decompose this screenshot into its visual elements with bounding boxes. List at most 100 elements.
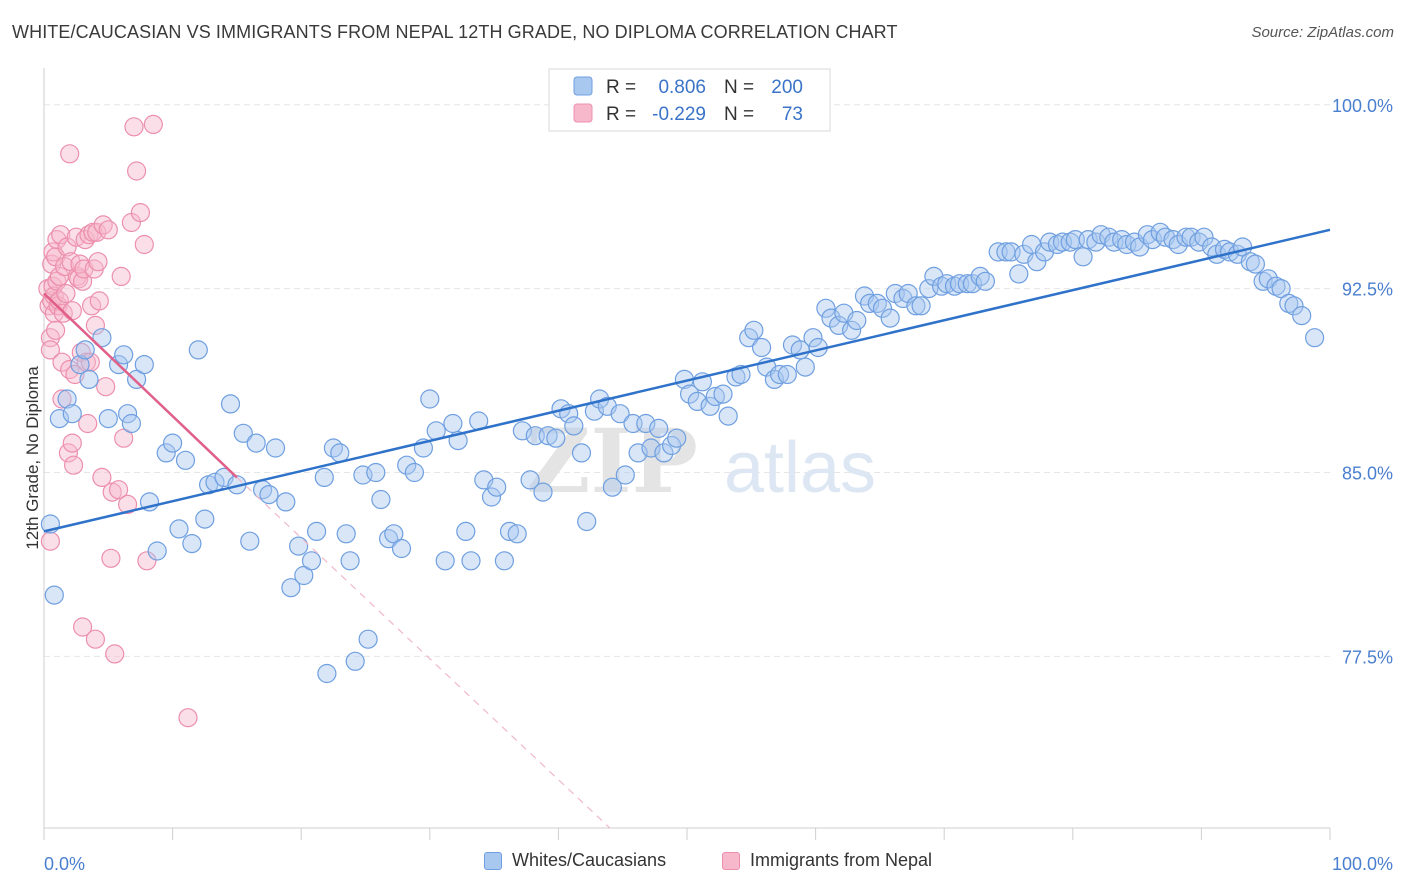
- white-point-135: [911, 296, 931, 316]
- nepal-point-55: [101, 548, 121, 568]
- nepal-point-71: [105, 644, 125, 664]
- white-point-149: [1009, 264, 1029, 284]
- white-point-22: [182, 533, 202, 554]
- y-axis-label: 12th Grade, No Diploma: [23, 366, 42, 550]
- white-point-5: [70, 355, 90, 375]
- white-point-20: [169, 519, 189, 539]
- white-point-78: [546, 428, 566, 448]
- white-point-6: [75, 340, 95, 360]
- white-point-32: [246, 433, 266, 453]
- white-point-19: [163, 433, 183, 453]
- white-point-8: [92, 328, 112, 348]
- white-point-72: [507, 524, 527, 544]
- white-point-11: [114, 345, 134, 365]
- white-point-28: [220, 394, 241, 414]
- nepal-point-48: [88, 252, 108, 272]
- white-point-46: [336, 524, 356, 544]
- white-point-88: [610, 404, 630, 424]
- white-point-4: [62, 404, 82, 424]
- trend-lines: [43, 228, 1331, 829]
- nepal-point-64: [130, 203, 150, 223]
- white-point-83: [577, 511, 597, 532]
- nepal-point-22: [56, 283, 76, 304]
- white-point-105: [718, 406, 738, 426]
- white-point-104: [713, 384, 733, 404]
- nepal-point-30: [65, 364, 85, 385]
- legend-top-swatch-pink: [573, 103, 593, 123]
- white-point-41: [307, 521, 327, 542]
- nepal-point-72: [178, 708, 198, 728]
- white-point-193: [1292, 306, 1312, 326]
- white-point-24: [195, 509, 215, 529]
- nepal-point-3: [40, 340, 61, 360]
- nepal-point-69: [72, 617, 93, 637]
- legend-bottom: Whites/Caucasians Immigrants from Nepal: [0, 850, 1406, 878]
- nepal-point-54: [98, 220, 118, 240]
- white-point-178: [1194, 227, 1214, 247]
- nepal-trend-line: [43, 292, 238, 479]
- legend-n-label-1: N =: [724, 77, 754, 98]
- nepal-point-27: [62, 301, 82, 321]
- legend-n-value-1: 200: [771, 77, 803, 98]
- white-trend-line: [43, 228, 1331, 533]
- white-point-70: [494, 551, 514, 571]
- white-point-23: [188, 340, 208, 360]
- white-point-94: [649, 418, 669, 438]
- legend-n-value-2: 73: [782, 104, 803, 125]
- nepal-point-17: [51, 225, 71, 245]
- white-point-36: [276, 492, 296, 512]
- chart-title: WHITE/CAUCASIAN VS IMMIGRANTS FROM NEPAL…: [12, 22, 898, 42]
- white-point-48: [345, 651, 365, 671]
- white-point-61: [435, 551, 455, 571]
- white-point-113: [769, 364, 790, 385]
- legend-r-label-1: R =: [606, 77, 636, 98]
- legend-r-value-1: 0.806: [658, 77, 706, 98]
- white-point-35: [265, 438, 286, 458]
- nepal-point-70: [85, 629, 106, 649]
- white-point-109: [744, 320, 764, 340]
- white-point-30: [233, 423, 253, 443]
- white-point-74: [520, 470, 540, 490]
- white-point-1: [44, 585, 64, 605]
- x-tick-label-right: 100.0%: [1332, 854, 1393, 874]
- legend-label-whites: Whites/Caucasians: [512, 850, 667, 870]
- legend-swatch-whites: [484, 851, 502, 870]
- white-point-38: [289, 536, 309, 556]
- white-point-192: [1284, 296, 1304, 316]
- white-point-12: [117, 404, 138, 424]
- white-points: [40, 222, 1325, 684]
- white-point-129: [872, 298, 893, 318]
- white-point-186: [1245, 254, 1266, 274]
- white-point-21: [175, 450, 196, 470]
- white-point-9: [98, 409, 118, 429]
- white-point-57: [404, 462, 424, 483]
- legend-top-swatch-blue: [573, 76, 593, 96]
- white-point-145: [975, 271, 996, 291]
- legend-top-box: [548, 68, 831, 132]
- watermark-atlas: atlas: [724, 428, 876, 508]
- white-point-185: [1240, 252, 1260, 272]
- white-point-59: [420, 389, 440, 409]
- nepal-trend-extension: [236, 476, 611, 829]
- y-tick-label-3: 77.5%: [1342, 647, 1393, 667]
- white-point-97: [667, 428, 687, 448]
- legend-r-label-2: R =: [606, 104, 636, 125]
- nepal-point-53: [96, 377, 116, 397]
- axes: [43, 68, 1331, 840]
- white-point-102: [700, 396, 720, 416]
- white-point-124: [841, 320, 862, 340]
- legend-item-nepal: Immigrants from Nepal: [722, 850, 932, 871]
- white-point-99: [679, 384, 700, 404]
- nepal-point-49: [60, 144, 80, 164]
- white-point-120: [816, 298, 836, 318]
- nepal-point-29: [63, 455, 84, 475]
- nepal-point-60: [117, 494, 138, 514]
- white-point-189: [1266, 276, 1286, 296]
- nepal-point-67: [143, 114, 163, 135]
- white-point-188: [1258, 269, 1278, 289]
- white-point-42: [314, 467, 334, 487]
- white-point-62: [443, 413, 463, 434]
- white-point-100: [687, 391, 707, 411]
- nepal-point-51: [92, 467, 112, 487]
